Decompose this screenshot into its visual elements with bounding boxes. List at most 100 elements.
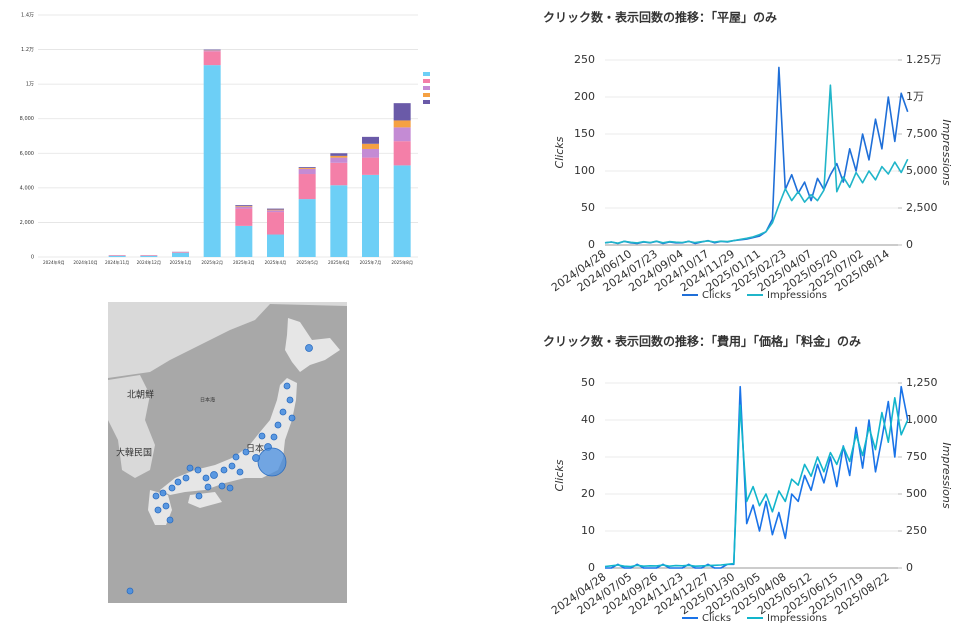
y-tick-label: 50	[581, 376, 595, 389]
legend-label: Impressions	[767, 290, 827, 301]
legend-swatch	[423, 86, 430, 90]
map-bubble	[210, 471, 218, 479]
bar-segment	[108, 255, 126, 257]
map-bubble	[252, 454, 260, 462]
chart-title: クリック数・表示回数の推移：「平屋」のみ	[543, 10, 777, 25]
legend-swatch	[423, 93, 430, 97]
y-tick-label: 100	[574, 164, 595, 177]
y-tick-label: 0	[588, 561, 595, 574]
bar-segment	[393, 141, 411, 166]
bar-segment	[362, 174, 379, 257]
map-bubble	[162, 502, 170, 510]
y-tick-label: 2,000	[20, 220, 34, 226]
map-bubble	[279, 408, 287, 416]
y2-tick-label: 7,500	[906, 127, 938, 140]
bar-segment	[203, 49, 221, 51]
bar-segment	[362, 148, 379, 158]
y-tick-label: 1万	[26, 82, 34, 88]
y-tick-label: 50	[581, 201, 595, 214]
bar-segment	[330, 153, 348, 156]
y2-tick-label: 1,000	[906, 413, 938, 426]
map-land	[108, 302, 347, 378]
bar-segment	[330, 185, 348, 257]
bar-segment	[267, 208, 284, 210]
map-land	[108, 375, 155, 478]
bar-segment	[362, 143, 379, 149]
y2-tick-label: 1万	[906, 90, 924, 103]
x-tick-label: 2025年5月	[296, 259, 318, 266]
bar-segment	[203, 65, 221, 257]
y-tick-label: 0	[588, 238, 595, 251]
bar-segment	[235, 206, 253, 209]
bar-segment	[393, 127, 411, 142]
map-label: 日本	[246, 443, 264, 455]
map-label: 北朝鮮	[127, 389, 154, 401]
map-bubble	[182, 474, 190, 482]
bar-segment	[267, 210, 284, 213]
x-tick-label: 2024年11月	[105, 259, 129, 266]
legend-label: Impressions	[767, 613, 827, 624]
bar-segment	[298, 167, 316, 168]
x-tick-label: 2025年7月	[360, 259, 382, 266]
bar-segment	[298, 168, 316, 175]
map-bubble	[288, 414, 296, 422]
bar-segment	[140, 255, 158, 257]
map-label: 日本海	[200, 397, 215, 404]
y-tick-label: 8,000	[20, 116, 34, 122]
map-bubble	[202, 474, 210, 482]
y-axis-title: Clicks	[553, 136, 566, 168]
y2-tick-label: 1,250	[906, 376, 938, 389]
y-tick-label: 250	[574, 53, 595, 66]
y-tick-label: 1.4万	[21, 13, 34, 19]
map-bubble	[154, 506, 162, 514]
bar-segment	[267, 234, 284, 257]
map-bubble	[283, 382, 291, 390]
y2-tick-label: 750	[906, 450, 927, 463]
map-bubble	[236, 468, 244, 476]
y-tick-label: 10	[581, 524, 595, 537]
map-land	[285, 318, 340, 372]
y2-tick-label: 2,500	[906, 201, 938, 214]
map-bubble	[204, 483, 212, 491]
bar-segment	[393, 120, 411, 128]
bar-segment	[172, 251, 189, 253]
map-bubble	[174, 478, 182, 486]
bar-segment	[140, 255, 158, 256]
bar-segment	[298, 167, 316, 169]
x-tick-label: 2024年9月	[43, 259, 65, 266]
map-bubble	[218, 482, 226, 490]
map-bubble	[232, 453, 240, 461]
legend-label: Clicks	[702, 290, 731, 301]
y2-axis-title: Impressions	[940, 442, 953, 508]
map-bubble	[186, 464, 194, 472]
chart-title: クリック数・表示回数の推移：「費用」「価格」「料金」のみ	[543, 334, 861, 349]
x-tick-label: 2025年3月	[233, 259, 255, 266]
x-tick-label: 2024年10月	[73, 259, 97, 266]
map-bubble	[126, 587, 134, 595]
bar-segment	[267, 209, 284, 211]
map-bubble	[242, 448, 250, 456]
map-bubble	[257, 447, 287, 477]
legend-swatch	[423, 100, 430, 104]
map-bubble	[168, 484, 176, 492]
y-axis-title: Clicks	[553, 459, 566, 491]
map-bubble	[195, 492, 203, 500]
map-bubble	[159, 489, 167, 497]
map-bubble	[166, 516, 174, 524]
y-tick-label: 30	[581, 450, 595, 463]
map-bubble	[152, 492, 160, 500]
series-line	[605, 385, 909, 569]
map-bubble	[305, 344, 313, 352]
y-tick-label: 6,000	[20, 151, 34, 157]
y-tick-label: 40	[581, 413, 595, 426]
bar-segment	[330, 155, 348, 158]
y2-tick-label: 0	[906, 561, 913, 574]
bar-segment	[330, 157, 348, 163]
map-label: 大韓民国	[116, 447, 152, 459]
y-tick-label: 0	[31, 255, 34, 261]
bar-segment	[298, 174, 316, 200]
map-bubble	[220, 466, 228, 474]
map-bubble	[258, 432, 266, 440]
y-tick-label: 200	[574, 90, 595, 103]
